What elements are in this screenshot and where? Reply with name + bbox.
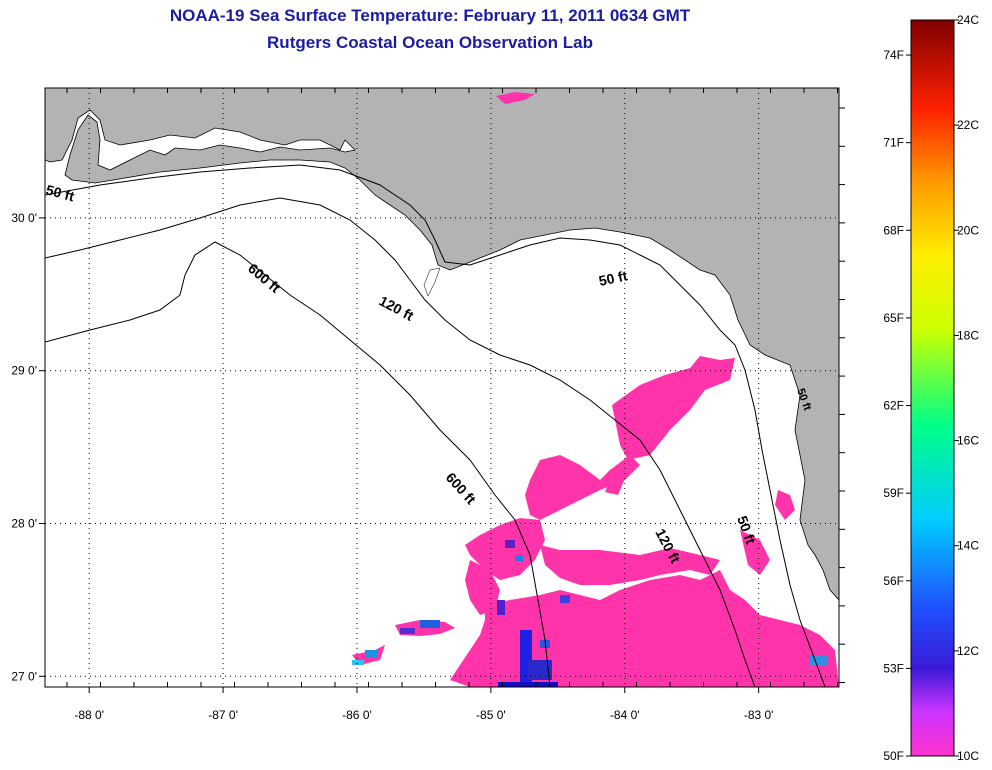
colorbar-f-label: 65F — [883, 311, 904, 325]
contour-label-50ft-west: 50 ft — [44, 181, 76, 204]
colorbar-f-label: 71F — [883, 136, 904, 150]
colorbar-c-label: 14C — [957, 539, 979, 553]
colorbar-gradient — [910, 19, 955, 757]
colorbar-c-label: 20C — [957, 223, 979, 237]
lon-tick-label: -86 0' — [342, 708, 372, 722]
lon-tick-label: -85 0' — [476, 708, 506, 722]
lat-tick-label: 30 0' — [11, 211, 37, 225]
colorbar-c-label: 10C — [957, 749, 979, 763]
colorbar-f-label: 68F — [883, 223, 904, 237]
colorbar-c-label: 12C — [957, 644, 979, 658]
lon-tick-label: -87 0' — [208, 708, 238, 722]
land-mass — [45, 88, 839, 601]
colorbar-c-label: 24C — [957, 13, 979, 27]
lat-tick-label: 27 0' — [11, 669, 37, 683]
lat-tick-label: 28 0' — [11, 516, 37, 530]
colorbar-c-label: 18C — [957, 328, 979, 342]
lon-tick-label: -84 0' — [610, 708, 640, 722]
lon-tick-label: -88 0' — [74, 708, 104, 722]
sst-cold-pixels — [352, 540, 828, 687]
colorbar-f-label: 62F — [883, 399, 904, 413]
colorbar-c-label: 22C — [957, 118, 979, 132]
colorbar-c-label: 16C — [957, 434, 979, 448]
colorbar-f-label: 53F — [883, 661, 904, 675]
colorbar-f-label: 74F — [883, 48, 904, 62]
contour-label-50ft-east: 50 ft — [597, 267, 629, 289]
colorbar-f-label: 59F — [883, 486, 904, 500]
colorbar-f-label: 50F — [883, 749, 904, 763]
lat-tick-label: 29 0' — [11, 364, 37, 378]
colorbar-f-label: 56F — [883, 574, 904, 588]
map-subtitle: Rutgers Coastal Ocean Observation Lab — [267, 33, 593, 52]
depth-contours — [45, 164, 826, 687]
map-title: NOAA-19 Sea Surface Temperature: Februar… — [169, 6, 691, 25]
lon-tick-label: -83 0' — [744, 708, 774, 722]
map-frame — [44, 87, 840, 688]
